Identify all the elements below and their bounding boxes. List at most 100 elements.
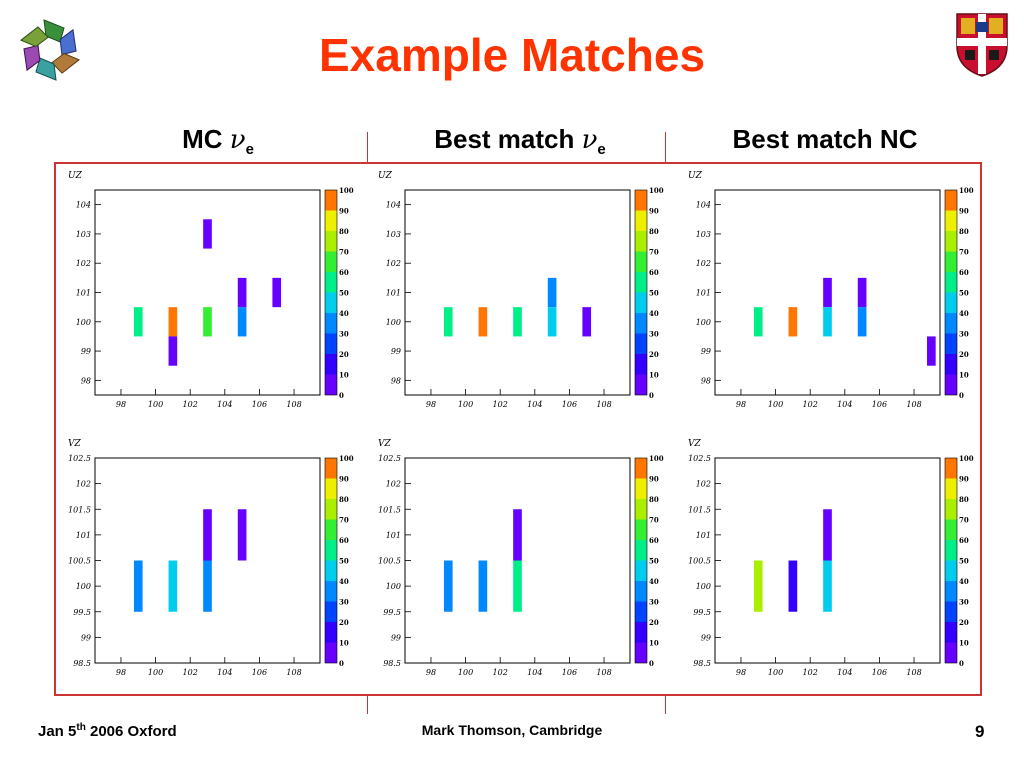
column-divider [367, 132, 368, 162]
colorbar-segment [635, 210, 647, 231]
y-tick-label: 100 [386, 318, 401, 327]
colorbar-segment [635, 272, 647, 293]
colorbar-tick-label: 40 [339, 577, 349, 586]
colorbar-tick-label: 60 [959, 536, 969, 545]
x-tick-label: 108 [906, 400, 921, 408]
colorbar-segment [635, 642, 647, 663]
histogram-cell [513, 307, 522, 337]
colorbar-segment [945, 251, 957, 272]
column-header-best-match-nue: Best match νe [365, 124, 675, 158]
column-header-best-match-nc: Best match NC [670, 124, 980, 155]
colorbar-tick-label: 90 [959, 475, 969, 484]
colorbar-tick-label: 90 [649, 207, 659, 216]
colorbar-segment [945, 333, 957, 354]
histogram-cell [203, 307, 212, 337]
x-tick-label: 100 [768, 668, 783, 676]
colorbar-tick-label: 20 [649, 618, 659, 627]
colorbar-tick-label: 100 [959, 454, 974, 463]
colorbar-tick-label: 70 [649, 516, 659, 525]
x-tick-label: 106 [872, 400, 887, 408]
histogram-cell [547, 277, 557, 308]
x-tick-label: 100 [458, 400, 473, 408]
x-tick-label: 104 [527, 668, 542, 676]
colorbar-segment [945, 231, 957, 252]
colorbar-segment [635, 251, 647, 272]
x-tick-label: 102 [183, 400, 198, 408]
y-tick-label: 100.5 [378, 557, 401, 566]
column-divider [665, 696, 666, 714]
colorbar-tick-label: 30 [339, 598, 349, 607]
colorbar-segment [635, 622, 647, 643]
colorbar-tick-label: 20 [339, 350, 349, 359]
colorbar-tick-label: 20 [339, 618, 349, 627]
slide-title: Example Matches [318, 29, 706, 81]
colorbar-tick-label: 70 [339, 248, 349, 257]
colorbar-tick-label: 100 [649, 454, 664, 463]
colorbar-segment [635, 190, 647, 211]
colorbar-segment [325, 272, 337, 293]
colorbar-tick-label: 60 [959, 268, 969, 277]
colorbar-segment [635, 333, 647, 354]
colorbar-frame [944, 189, 958, 396]
colorbar-tick-label: 70 [959, 248, 969, 257]
y-tick-label: 99 [81, 347, 91, 356]
histogram-cell [513, 560, 522, 612]
y-tick-label: 103 [76, 230, 91, 239]
colorbar-segment [325, 540, 337, 561]
y-tick-label: 98.5 [73, 659, 91, 668]
histogram-cell [478, 560, 488, 612]
histogram-cell [927, 336, 936, 366]
footer-date-sup: th [76, 722, 86, 733]
y-tick-label: 102 [76, 480, 91, 489]
histogram-cell [823, 277, 832, 308]
colorbar-tick-label: 80 [959, 227, 969, 236]
colorbar-segment [945, 210, 957, 231]
histogram-cell [788, 307, 798, 337]
colorbar-segment [325, 458, 337, 479]
colorbar-tick-label: 80 [339, 227, 349, 236]
colorbar-segment [635, 560, 647, 581]
x-tick-label: 98 [736, 400, 746, 408]
y-tick-label: 103 [696, 230, 711, 239]
pandora-logo-icon [20, 19, 80, 81]
colorbar-tick-label: 60 [649, 536, 659, 545]
x-tick-label: 98 [116, 668, 126, 676]
y-tick-label: 102 [696, 480, 711, 489]
colorbar-frame [944, 457, 958, 664]
x-tick-label: 104 [217, 668, 232, 676]
colorbar-segment [945, 581, 957, 602]
histogram-cell [823, 560, 832, 612]
colorbar-segment [325, 560, 337, 581]
colorbar-tick-label: 70 [339, 516, 349, 525]
y-tick-label: 99 [391, 347, 401, 356]
colorbar-tick-label: 10 [339, 639, 349, 648]
histogram-cell [168, 560, 178, 612]
colorbar-segment [325, 251, 337, 272]
y-tick-label: 101 [696, 289, 711, 298]
colorbar-frame [324, 189, 338, 396]
histogram-cell [133, 307, 143, 337]
colorbar-tick-label: 80 [959, 495, 969, 504]
column-header-text: Best match [434, 124, 582, 154]
x-tick-label: 106 [252, 400, 267, 408]
colorbar-tick-label: 100 [649, 186, 664, 195]
colorbar-tick-label: 0 [339, 659, 344, 668]
colorbar-tick-label: 50 [649, 557, 659, 566]
colorbar-frame [324, 457, 338, 664]
colorbar-tick-label: 30 [649, 598, 659, 607]
colorbar-segment [635, 458, 647, 479]
colorbar-tick-label: 10 [649, 371, 659, 380]
y-tick-label: 101 [76, 531, 91, 540]
colorbar-segment [945, 601, 957, 622]
y-tick-label: 99 [701, 347, 711, 356]
histogram-cell [443, 307, 453, 337]
histogram-cell [133, 560, 143, 612]
cambridge-crest-icon [956, 13, 1008, 77]
colorbar-tick-label: 60 [339, 536, 349, 545]
colorbar-segment [325, 499, 337, 520]
colorbar-segment [945, 622, 957, 643]
histogram-cell [753, 307, 763, 337]
colorbar-tick-label: 100 [959, 186, 974, 195]
colorbar-segment [945, 374, 957, 395]
